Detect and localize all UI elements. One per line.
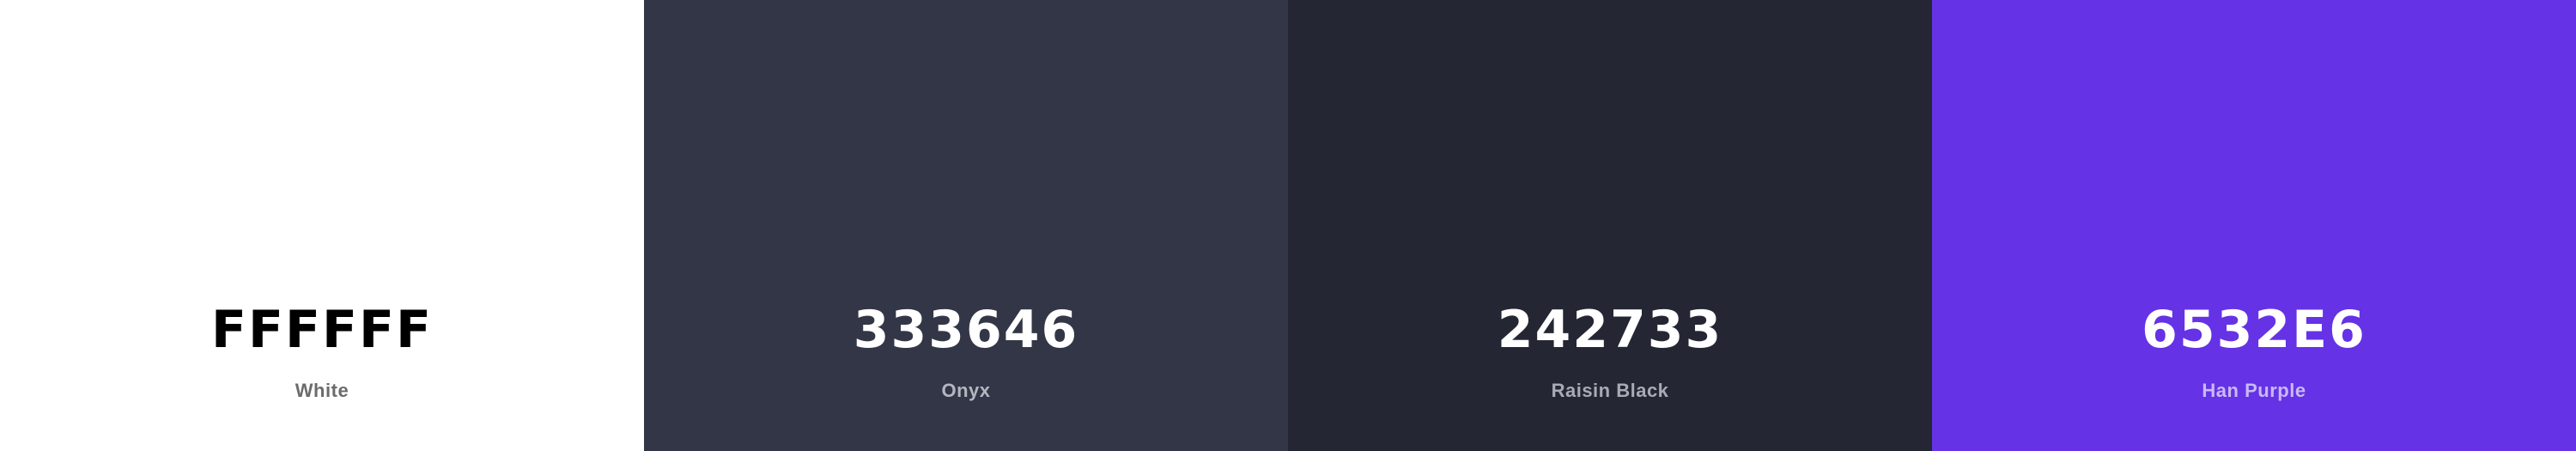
- swatch-raisin-black[interactable]: 242733 Raisin Black: [1288, 0, 1932, 451]
- swatch-color-name: Onyx: [941, 380, 991, 401]
- swatch-hex-code: FFFFFF: [211, 300, 433, 360]
- swatch-color-name: Han Purple: [2202, 380, 2306, 401]
- swatch-hex-code: 242733: [1497, 300, 1723, 360]
- swatch-han-purple[interactable]: 6532E6 Han Purple: [1932, 0, 2576, 451]
- swatch-color-name: White: [295, 380, 349, 401]
- swatch-onyx[interactable]: 333646 Onyx: [644, 0, 1288, 451]
- swatch-hex-code: 333646: [853, 300, 1079, 360]
- swatch-color-name: Raisin Black: [1551, 380, 1669, 401]
- swatch-white[interactable]: FFFFFF White: [0, 0, 644, 451]
- swatch-hex-code: 6532E6: [2142, 300, 2366, 360]
